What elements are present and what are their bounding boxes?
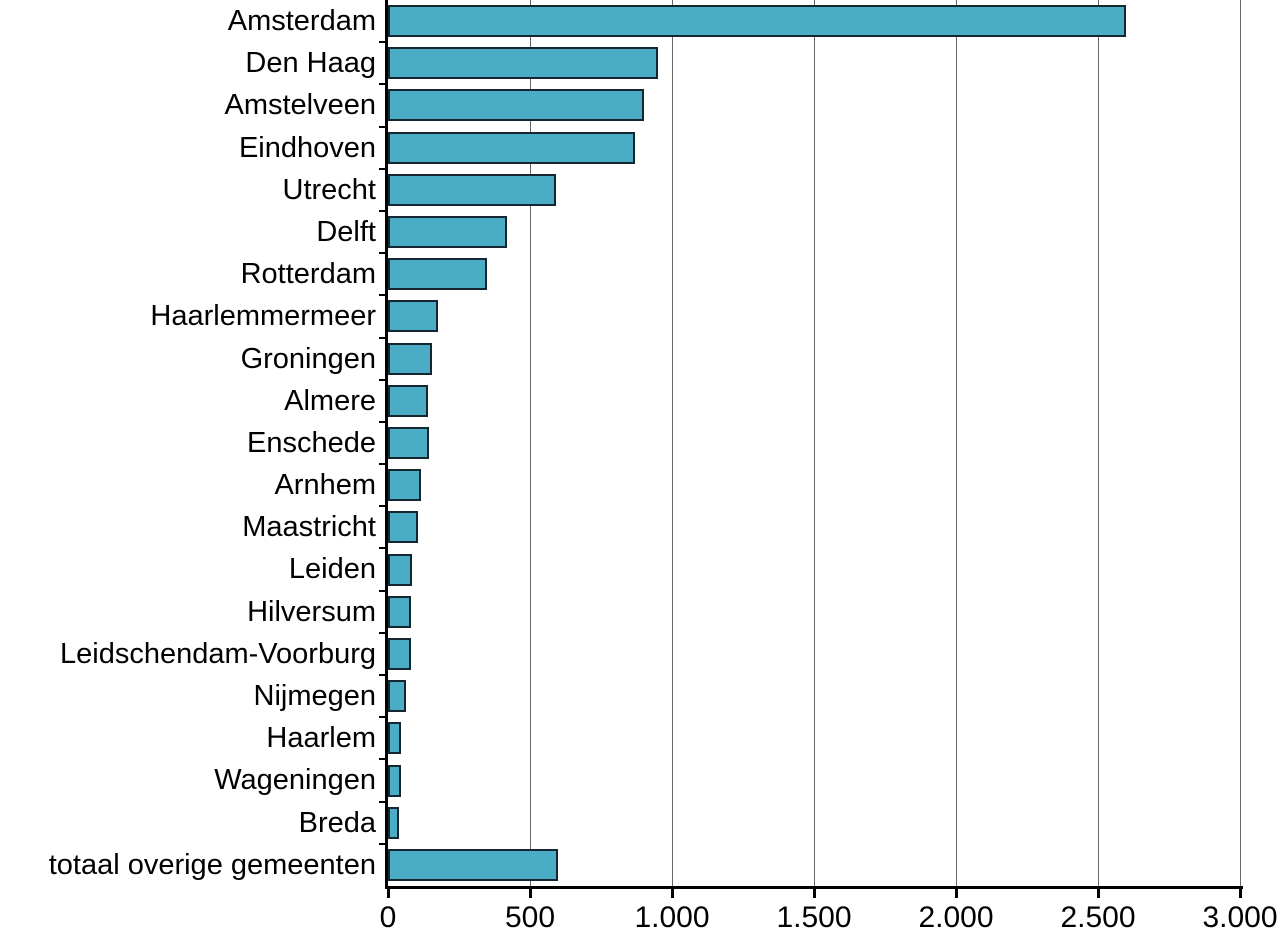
category-label: Amstelveen [224, 89, 376, 122]
y-axis-tick [379, 420, 385, 423]
gridline [1239, 0, 1241, 889]
bar [388, 342, 432, 375]
bar [388, 300, 438, 333]
y-axis-tick [379, 167, 385, 170]
category-label: Eindhoven [238, 131, 376, 164]
y-axis-tick [379, 505, 385, 508]
y-axis-line [385, 0, 388, 889]
y-axis-tick [379, 674, 385, 677]
y-axis-tick [379, 800, 385, 803]
category-label: Utrecht [282, 173, 376, 206]
bar [388, 764, 401, 797]
bar [388, 173, 556, 206]
category-label: Haarlemmermeer [150, 300, 376, 333]
bar [388, 258, 487, 291]
y-axis-tick [379, 758, 385, 761]
category-label: Groningen [240, 342, 376, 375]
y-axis-tick [379, 252, 385, 255]
bar [388, 469, 421, 502]
category-label: Wageningen [214, 764, 376, 797]
y-axis-tick [379, 716, 385, 719]
category-label: Den Haag [245, 47, 376, 80]
x-axis-tick [1238, 889, 1242, 898]
gridline [529, 0, 531, 889]
x-tick-label: 1.000 [634, 901, 710, 934]
bar [388, 131, 635, 164]
category-label: Maastricht [242, 511, 376, 544]
bar [388, 680, 406, 713]
y-axis-tick [379, 83, 385, 86]
x-axis-line [385, 886, 1243, 889]
x-tick-label: 2.500 [1060, 901, 1136, 934]
bar [388, 806, 399, 839]
bar [388, 848, 558, 881]
bar [388, 553, 412, 586]
bar [388, 216, 507, 249]
gridline [813, 0, 815, 889]
category-label: Almere [284, 384, 376, 417]
category-label: Rotterdam [240, 258, 376, 291]
category-label: Enschede [247, 426, 376, 459]
x-axis-tick [528, 889, 532, 898]
bar [388, 511, 418, 544]
category-label: Leidschendam-Voorburg [60, 637, 376, 670]
y-axis-tick [379, 589, 385, 592]
y-axis-tick [379, 547, 385, 550]
category-label: Leiden [288, 553, 376, 586]
x-axis-tick [1096, 889, 1100, 898]
gridline [671, 0, 673, 889]
x-tick-label: 1.500 [776, 901, 852, 934]
y-axis-tick [379, 294, 385, 297]
y-axis-tick [379, 209, 385, 212]
bar [388, 47, 658, 80]
category-label: Delft [316, 215, 376, 248]
category-label: Breda [298, 806, 376, 839]
x-tick-label: 3.000 [1202, 901, 1278, 934]
x-axis-tick [812, 889, 816, 898]
x-tick-label: 500 [504, 901, 556, 934]
x-axis-tick [670, 889, 674, 898]
bar [388, 427, 429, 459]
category-label: Hilversum [247, 595, 376, 628]
x-tick-label: 0 [379, 901, 397, 934]
y-axis-tick [379, 842, 385, 845]
y-axis-tick [379, 41, 385, 44]
category-label: Haarlem [266, 722, 376, 755]
category-label: Arnhem [274, 469, 376, 502]
gridline [955, 0, 957, 889]
x-tick-label: 2.000 [918, 901, 994, 934]
y-axis-tick [379, 336, 385, 339]
bar [388, 637, 411, 670]
bar [388, 595, 411, 628]
bar [388, 722, 401, 755]
bar [388, 5, 1126, 38]
category-label: Nijmegen [253, 680, 377, 713]
x-axis-tick [954, 889, 958, 898]
bar [388, 384, 428, 417]
gridline [1097, 0, 1099, 889]
y-axis-tick [379, 125, 385, 128]
category-label: Amsterdam [227, 5, 376, 37]
x-axis-tick [386, 889, 390, 898]
y-axis-tick [379, 631, 385, 634]
category-label: totaal overige gemeenten [48, 848, 376, 881]
bar [388, 89, 644, 122]
y-axis-tick [379, 378, 385, 381]
y-axis-tick [379, 463, 385, 466]
